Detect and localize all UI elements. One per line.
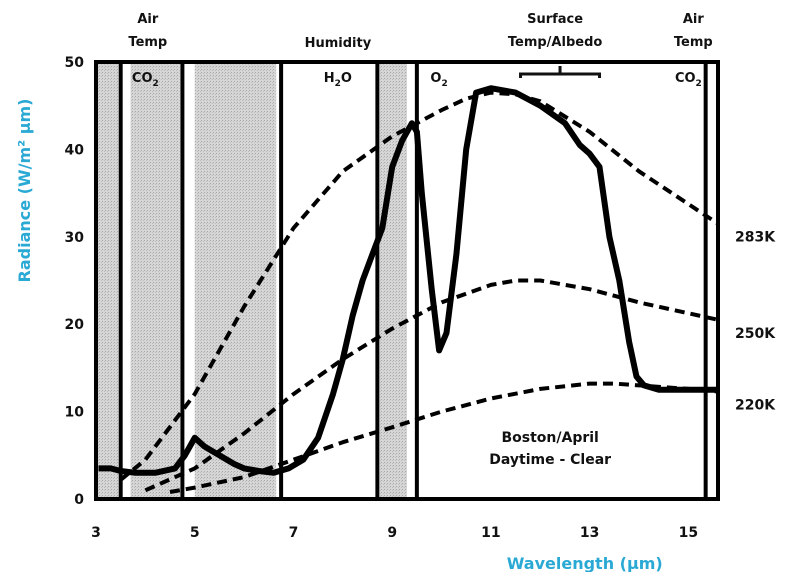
y-axis-label: Radiance (W/m² µm) [15,99,34,283]
band-label-1-line1: Humidity [305,36,372,51]
shaded-band-3 [379,62,407,499]
series-line-3 [98,85,718,476]
shaded-band-0 [96,62,119,499]
temperature-labels: 283K 250K 220K [735,230,776,414]
band-label-0-line1: Air [137,12,159,27]
series-group [98,85,720,494]
surface-bracket [519,66,602,78]
temp-label-220K: 220K [735,397,776,413]
y-tick-label-4: 40 [65,142,85,158]
molecule-label-1: H2O [324,71,352,89]
temp-label-283K: 283K [735,230,776,246]
series-line-1 [144,278,719,493]
series-line-2 [169,381,719,494]
shaded-bands [96,62,407,499]
band-label-3-line2: Temp [674,35,713,50]
annotation-line-2: Daytime - Clear [489,452,611,468]
annotation-line-1: Boston/April [501,430,598,446]
x-tick-label-2: 7 [289,525,299,541]
shaded-band-1 [130,62,180,499]
molecule-label-2: O2 [430,71,447,89]
band-label-3-line1: Air [683,12,705,27]
band-label-2-line1: Surface [527,12,583,27]
band-label-2-line2: Temp/Albedo [508,35,603,50]
y-tick-label-1: 10 [65,405,85,421]
temp-label-250K: 250K [735,326,776,342]
x-axis-label: Wavelength (µm) [507,554,663,572]
band-labels: Air Temp Humidity Surface Temp/Albedo Air Temp [128,12,712,51]
x-tick-label-5: 13 [580,525,599,541]
x-tick-label-1: 5 [190,525,200,541]
molecule-label-3: CO2 [675,71,702,89]
shaded-band-2 [194,62,277,499]
x-tick-label-3: 9 [387,525,397,541]
band-label-0-line2: Temp [128,35,167,50]
x-tick-label-4: 11 [481,525,500,541]
y-tick-label-3: 30 [65,230,85,246]
plot-frame [94,60,720,501]
y-tick-label-0: 0 [74,492,84,508]
molecule-label-0: CO2 [132,71,159,89]
x-tick-label-0: 3 [91,525,101,541]
x-tick-label-6: 15 [679,525,698,541]
y-axis-ticks: 0 10 20 30 40 50 [65,55,85,508]
series-line-0 [119,90,720,482]
y-tick-label-2: 20 [65,317,85,333]
y-tick-label-5: 50 [65,55,85,71]
molecule-labels: CO2 H2O O2 CO2 [132,71,702,89]
x-axis-ticks: 3 5 7 9 11 13 15 [91,525,698,541]
